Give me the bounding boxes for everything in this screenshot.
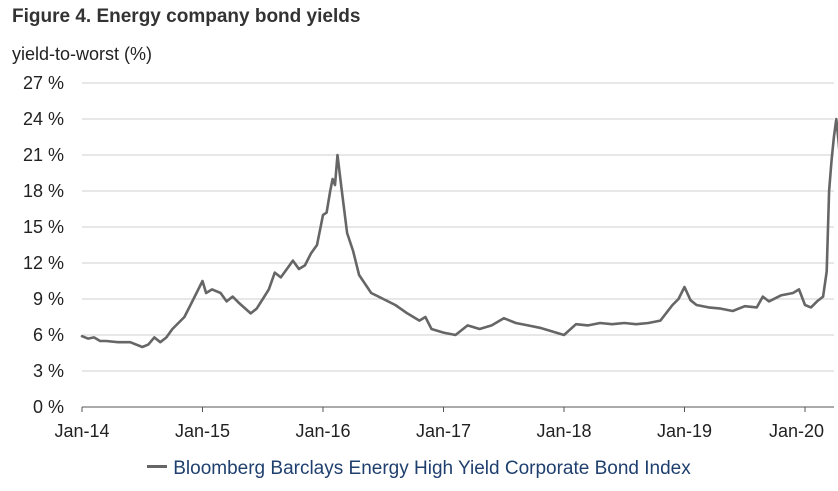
y-tick-label: 3 % [33, 361, 64, 381]
y-tick-labels: 0 % 3 % 6 % 9 % 12 % 15 % 18 % 21 % 24 % 27 % [23, 73, 64, 417]
x-tick-labels: Jan-14 Jan-15 Jan-16 Jan-17 Jan-18 Jan-19 Jan-… [54, 407, 824, 441]
x-tick-label: Jan-15 [175, 421, 230, 441]
legend: Bloomberg Barclays Energy High Yield Cor… [0, 458, 838, 480]
x-tick-label: Jan-20 [769, 421, 824, 441]
y-tick-label: 12 % [23, 253, 64, 273]
series-lines [82, 119, 838, 347]
y-tick-label: 15 % [23, 217, 64, 237]
x-tick-label: Jan-18 [536, 421, 591, 441]
y-tick-label: 24 % [23, 109, 64, 129]
gridlines [82, 83, 834, 407]
y-tick-label: 21 % [23, 145, 64, 165]
y-tick-label: 0 % [33, 397, 64, 417]
y-tick-label: 6 % [33, 325, 64, 345]
x-tick-label: Jan-19 [657, 421, 712, 441]
series-line [82, 119, 838, 347]
legend-swatch [147, 465, 167, 468]
y-tick-label: 27 % [23, 73, 64, 93]
x-tick-label: Jan-17 [416, 421, 471, 441]
x-tick-label: Jan-16 [295, 421, 350, 441]
x-tick-label: Jan-14 [54, 421, 109, 441]
legend-label: Bloomberg Barclays Energy High Yield Cor… [173, 458, 691, 479]
y-tick-label: 9 % [33, 289, 64, 309]
y-tick-label: 18 % [23, 181, 64, 201]
